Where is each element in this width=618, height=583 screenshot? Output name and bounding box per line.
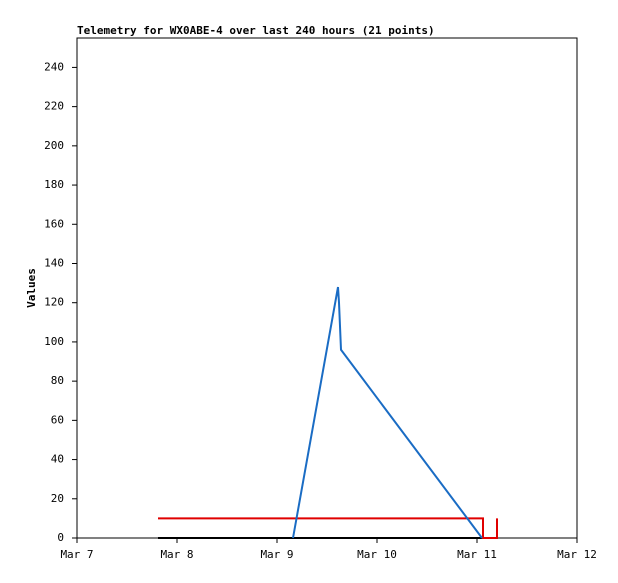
y-tick-label: 140	[44, 256, 64, 269]
x-tick-label: Mar 10	[357, 548, 397, 561]
chart-title: Telemetry for WX0ABE-4 over last 240 hou…	[77, 24, 435, 37]
y-tick-label: 240	[44, 60, 64, 73]
y-tick-label: 120	[44, 296, 64, 309]
y-tick-label: 180	[44, 178, 64, 191]
x-tick-label: Mar 7	[60, 548, 93, 561]
y-tick-label: 160	[44, 217, 64, 230]
y-tick-label: 220	[44, 100, 64, 113]
y-tick-label: 60	[51, 413, 64, 426]
series-line	[292, 286, 483, 539]
x-tick-label: Mar 8	[160, 548, 193, 561]
x-tick-label: Mar 12	[557, 548, 597, 561]
series-line	[158, 517, 498, 539]
y-tick-label: 100	[44, 335, 64, 348]
y-tick-label: 200	[44, 139, 64, 152]
y-tick-label: 0	[57, 531, 64, 544]
y-tick-label: 80	[51, 374, 64, 387]
x-tick-label: Mar 11	[457, 548, 497, 561]
y-tick-label: 40	[51, 453, 64, 466]
x-tick-label: Mar 9	[260, 548, 293, 561]
y-tick-label: 20	[51, 492, 64, 505]
y-axis-label: Values	[25, 268, 38, 308]
